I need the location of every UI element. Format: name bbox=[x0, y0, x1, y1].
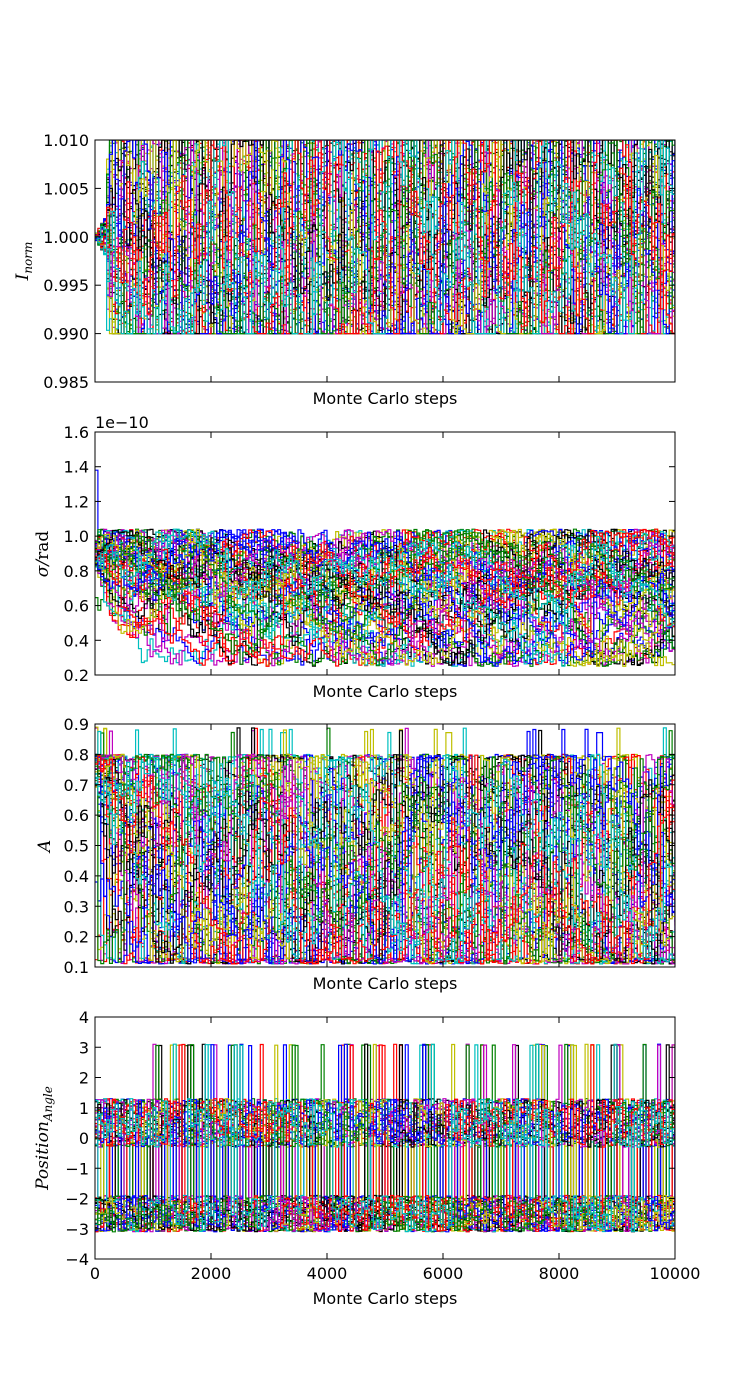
y-axis-label-sigma: σ/rad bbox=[33, 531, 53, 578]
walker-trace bbox=[95, 1044, 675, 1233]
y-tick-label: 0.985 bbox=[43, 373, 89, 392]
x-axis-label-amplitude: Monte Carlo steps bbox=[313, 974, 458, 993]
y-tick-label: 1.6 bbox=[64, 423, 89, 442]
y-tick-label: 0.5 bbox=[64, 837, 89, 856]
y-tick-label: 0.6 bbox=[64, 597, 89, 616]
walker-trace bbox=[95, 754, 675, 965]
y-axis-label-position-angle: PositionAngle bbox=[33, 1086, 55, 1191]
x-ticks-amplitude bbox=[94, 724, 676, 967]
walker-trace bbox=[95, 528, 675, 667]
walker-trace bbox=[95, 1044, 675, 1232]
walker-trace bbox=[95, 754, 675, 964]
axes-frame-inorm bbox=[94, 139, 676, 383]
y-ticks-sigma: 0.2 0.4 0.6 0.8 1.0 1.2 1.4 1.6 bbox=[64, 423, 675, 685]
y-axis-label-amplitude: A bbox=[35, 840, 55, 854]
y-tick-label: −2 bbox=[65, 1190, 89, 1209]
panel-position-angle: −4 −3 −2 −1 0 1 2 3 4 0 2000 4000 6000 8000 10000 Mon… bbox=[33, 1008, 700, 1308]
y-tick-label: −1 bbox=[65, 1159, 89, 1178]
x-ticks-inorm bbox=[94, 140, 676, 382]
y-tick-label: 0.990 bbox=[43, 325, 89, 344]
y-tick-label: 0.8 bbox=[64, 562, 89, 581]
walker-traces-position-angle bbox=[95, 1043, 675, 1233]
walker-traces-amplitude bbox=[95, 726, 675, 965]
y-tick-label: 4 bbox=[79, 1008, 89, 1027]
y-tick-label: 1.2 bbox=[64, 492, 89, 511]
walker-trace bbox=[95, 529, 675, 656]
walker-trace bbox=[95, 528, 675, 651]
y-tick-label: −3 bbox=[65, 1220, 89, 1239]
x-tick-label: 0 bbox=[90, 1264, 100, 1283]
walker-trace bbox=[95, 529, 675, 656]
panel-amplitude: 0.1 0.2 0.3 0.4 0.5 0.6 0.7 0.8 0.9 Monte Carlo … bbox=[35, 715, 676, 993]
walker-trace bbox=[95, 1044, 675, 1233]
walker-traces-sigma bbox=[95, 469, 675, 667]
walker-trace bbox=[95, 140, 675, 335]
y-tick-label: 0.4 bbox=[64, 867, 89, 886]
y-tick-label: 0 bbox=[79, 1129, 89, 1148]
walker-trace bbox=[95, 140, 675, 335]
walker-trace bbox=[95, 140, 675, 335]
x-axis-label-sigma: Monte Carlo steps bbox=[313, 682, 458, 701]
y-tick-label: 0.2 bbox=[64, 666, 89, 685]
y-tick-label: 0.995 bbox=[43, 276, 89, 295]
y-tick-label: 1.0 bbox=[64, 527, 89, 546]
y-tick-label: 1.000 bbox=[43, 228, 89, 247]
walker-trace bbox=[95, 140, 675, 335]
y-tick-label: −4 bbox=[65, 1250, 89, 1269]
axes-frame-sigma bbox=[94, 431, 676, 676]
walker-trace bbox=[95, 529, 675, 666]
y-tick-label: 1.005 bbox=[43, 179, 89, 198]
y-tick-label: 0.8 bbox=[64, 745, 89, 764]
walker-trace bbox=[95, 529, 675, 667]
y-tick-label: 0.3 bbox=[64, 897, 89, 916]
y-offset-text-sigma: 1e−10 bbox=[95, 413, 149, 432]
walker-traces-inorm bbox=[95, 140, 675, 335]
walker-trace bbox=[95, 528, 675, 666]
y-ticks-amplitude: 0.1 0.2 0.3 0.4 0.5 0.6 0.7 0.8 0.9 bbox=[64, 715, 675, 977]
y-tick-label: 1.4 bbox=[64, 458, 89, 477]
x-tick-label: 10000 bbox=[650, 1264, 701, 1283]
x-tick-label: 6000 bbox=[423, 1264, 464, 1283]
y-ticks-inorm: 0.985 0.990 0.995 1.000 1.005 1.010 bbox=[43, 131, 675, 392]
walker-trace bbox=[95, 728, 675, 965]
x-ticks-position-angle: 0 2000 4000 6000 8000 10000 bbox=[90, 1017, 701, 1283]
walker-trace bbox=[95, 753, 675, 960]
y-tick-label: 1.010 bbox=[43, 131, 89, 150]
walker-trace bbox=[95, 1044, 675, 1232]
x-axis-label-position-angle: Monte Carlo steps bbox=[313, 1289, 458, 1308]
x-axis-label-inorm: Monte Carlo steps bbox=[313, 389, 458, 408]
walker-trace bbox=[95, 140, 675, 335]
y-tick-label: 1 bbox=[79, 1099, 89, 1118]
y-ticks-position-angle: −4 −3 −2 −1 0 1 2 3 4 bbox=[65, 1008, 675, 1269]
x-ticks-sigma bbox=[94, 432, 676, 675]
x-tick-label: 4000 bbox=[307, 1264, 348, 1283]
y-tick-label: 3 bbox=[79, 1038, 89, 1057]
x-tick-label: 8000 bbox=[539, 1264, 580, 1283]
y-tick-label: 2 bbox=[79, 1069, 89, 1088]
y-tick-label: 0.9 bbox=[64, 715, 89, 734]
walker-trace bbox=[95, 530, 675, 638]
y-tick-label: 0.4 bbox=[64, 631, 89, 650]
y-tick-label: 0.1 bbox=[64, 958, 89, 977]
walker-trace bbox=[95, 529, 675, 632]
walker-trace bbox=[95, 529, 675, 667]
y-tick-label: 0.7 bbox=[64, 776, 89, 795]
y-tick-label: 0.6 bbox=[64, 806, 89, 825]
y-tick-label: 0.2 bbox=[64, 928, 89, 947]
walker-trace bbox=[95, 529, 675, 665]
walker-trace bbox=[95, 528, 675, 667]
panel-inorm: 0.985 0.990 0.995 1.000 1.005 1.010 Monte Car… bbox=[13, 131, 676, 408]
walker-trace bbox=[95, 528, 675, 648]
y-axis-label-inorm: Inorm bbox=[13, 242, 35, 282]
panel-sigma: 0.2 0.4 0.6 0.8 1.0 1.2 1.4 1.6 1e−10 Monte Car… bbox=[33, 413, 676, 701]
x-tick-label: 2000 bbox=[191, 1264, 232, 1283]
